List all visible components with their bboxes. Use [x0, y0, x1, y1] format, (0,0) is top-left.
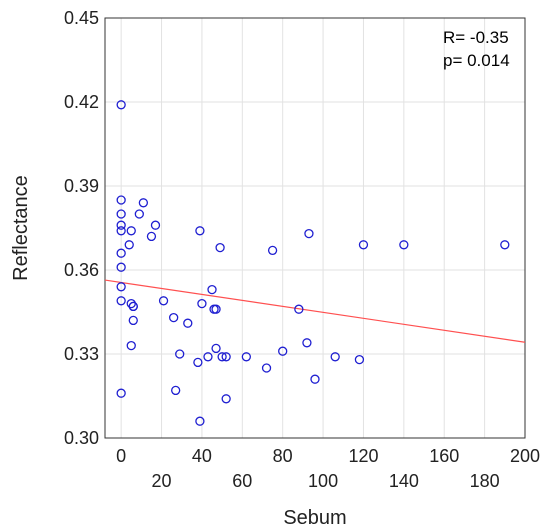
- data-point: [171, 385, 181, 396]
- y-tick-label: 0.33: [64, 344, 99, 364]
- data-point: [116, 282, 126, 292]
- x-tick-label: 200: [510, 446, 540, 466]
- data-point: [294, 304, 304, 314]
- data-point: [330, 352, 340, 362]
- y-tick-label: 0.45: [64, 8, 99, 28]
- data-point: [221, 352, 231, 362]
- p-value-annotation: p= 0.014: [443, 51, 510, 70]
- data-point: [175, 349, 185, 359]
- x-tick-label: 140: [389, 471, 419, 491]
- data-point: [116, 296, 126, 306]
- x-tick-label: 100: [308, 471, 338, 491]
- x-tick-label: 160: [429, 446, 459, 466]
- data-point: [278, 346, 288, 356]
- data-point: [138, 198, 149, 208]
- x-tick-label: 40: [192, 446, 212, 466]
- data-point: [211, 343, 221, 354]
- data-point: [500, 240, 510, 250]
- data-point: [211, 304, 221, 314]
- y-tick-label: 0.42: [64, 92, 99, 112]
- data-point: [241, 352, 251, 362]
- data-points: [116, 100, 510, 426]
- x-tick-label: 180: [470, 471, 500, 491]
- data-point: [358, 240, 369, 250]
- data-point: [217, 352, 227, 362]
- data-point: [302, 338, 312, 348]
- x-tick-labels: 0 40 80 120 160 200 20 60 100 140 180: [116, 446, 540, 491]
- y-axis-title: Reflectance: [10, 175, 32, 281]
- data-point: [197, 298, 207, 309]
- grid-lines: [105, 18, 525, 438]
- data-point: [116, 226, 126, 236]
- data-point: [128, 301, 138, 312]
- x-tick-label: 60: [232, 471, 252, 491]
- data-point: [116, 209, 126, 219]
- data-point: [193, 357, 203, 368]
- data-point: [261, 363, 272, 373]
- x-tick-label: 120: [348, 446, 378, 466]
- data-point: [310, 374, 320, 384]
- data-point: [399, 240, 409, 250]
- data-point: [116, 248, 126, 258]
- data-point: [158, 296, 169, 306]
- data-point: [126, 226, 136, 236]
- data-point: [116, 388, 126, 398]
- regression-line: [104, 279, 526, 343]
- data-point: [215, 242, 225, 253]
- y-tick-label: 0.30: [64, 428, 99, 448]
- data-point: [146, 231, 157, 242]
- data-point: [150, 220, 161, 230]
- data-point: [221, 394, 231, 404]
- data-point: [207, 284, 217, 295]
- data-point: [134, 209, 144, 219]
- x-axis-title: Sebum: [283, 507, 346, 529]
- correlation-r-annotation: R= -0.35: [443, 28, 509, 47]
- data-point: [126, 340, 136, 351]
- data-point: [116, 195, 126, 205]
- data-point: [126, 298, 136, 309]
- data-point: [354, 354, 365, 365]
- y-tick-labels: 0.30 0.33 0.36 0.39 0.42 0.45: [64, 8, 99, 448]
- data-point: [203, 352, 213, 362]
- plot-frame: [104, 17, 526, 439]
- data-point: [195, 226, 205, 236]
- data-point: [195, 416, 205, 426]
- data-point: [169, 312, 179, 323]
- x-tick-label: 20: [152, 471, 172, 491]
- x-tick-label: 80: [273, 446, 293, 466]
- data-point: [116, 220, 126, 230]
- y-tick-label: 0.39: [64, 176, 99, 196]
- data-point: [116, 262, 126, 272]
- data-point: [128, 315, 138, 326]
- data-point: [304, 228, 314, 239]
- data-point: [124, 240, 134, 250]
- data-point: [267, 245, 278, 256]
- y-tick-label: 0.36: [64, 260, 99, 280]
- data-point: [116, 100, 126, 110]
- x-tick-label: 0: [116, 446, 126, 466]
- data-point: [183, 318, 193, 328]
